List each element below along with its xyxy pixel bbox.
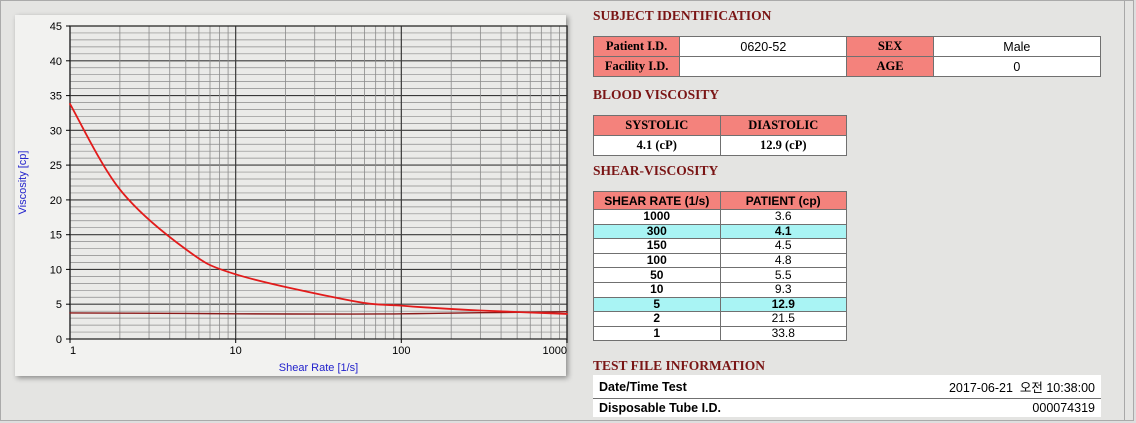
svg-text:10: 10 <box>230 345 242 357</box>
svg-text:5: 5 <box>56 299 62 311</box>
svg-text:0: 0 <box>56 334 62 346</box>
svg-text:35: 35 <box>50 91 62 103</box>
svg-text:40: 40 <box>50 56 62 68</box>
svg-text:20: 20 <box>50 195 62 207</box>
svg-text:1000: 1000 <box>543 345 567 357</box>
svg-text:10: 10 <box>50 264 62 276</box>
svg-text:Shear Rate [1/s]: Shear Rate [1/s] <box>279 362 359 374</box>
svg-text:45: 45 <box>50 21 62 33</box>
svg-text:100: 100 <box>392 345 410 357</box>
svg-text:30: 30 <box>50 125 62 137</box>
svg-text:1: 1 <box>70 345 76 357</box>
svg-text:25: 25 <box>50 160 62 172</box>
svg-text:Viscosity [cp]: Viscosity [cp] <box>17 151 29 215</box>
svg-text:15: 15 <box>50 230 62 242</box>
